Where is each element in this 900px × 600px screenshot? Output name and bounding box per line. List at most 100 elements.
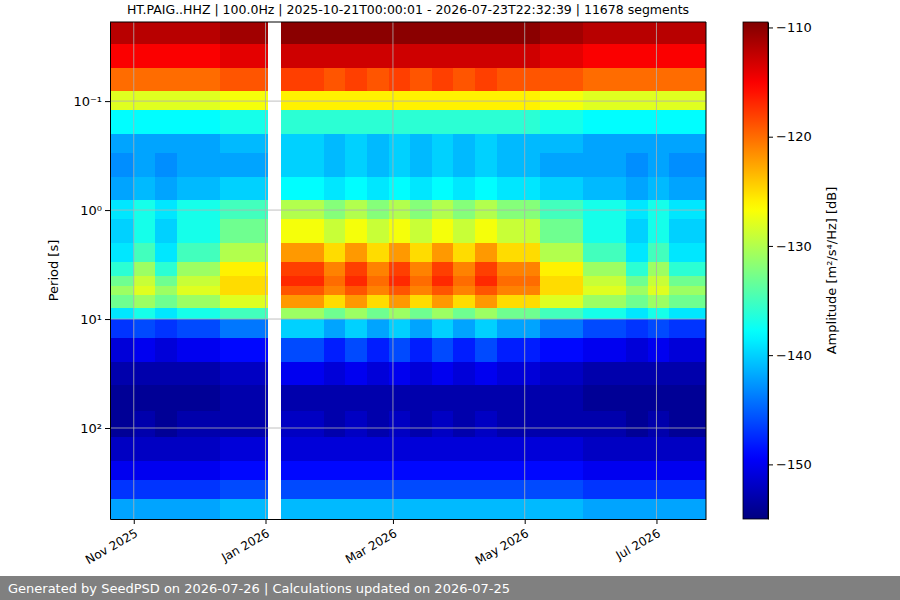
heatmap-cell bbox=[242, 219, 268, 244]
heatmap-cell bbox=[220, 437, 242, 462]
heatmap-cell bbox=[302, 134, 324, 154]
heatmap-cell bbox=[648, 243, 670, 263]
heatmap-cell bbox=[410, 411, 432, 437]
heatmap-cell bbox=[345, 110, 367, 135]
heatmap-cell bbox=[669, 262, 691, 276]
heatmap-cell bbox=[669, 461, 691, 481]
heatmap-cell bbox=[518, 295, 540, 309]
heatmap-cell bbox=[155, 44, 177, 69]
heatmap-cell bbox=[155, 319, 177, 339]
heatmap-cell bbox=[324, 44, 346, 69]
heatmap-cell bbox=[367, 110, 389, 135]
colorbar-tick-mark bbox=[768, 27, 773, 28]
heatmap-cell bbox=[540, 295, 562, 309]
heatmap-cell bbox=[605, 286, 627, 295]
heatmap-cell bbox=[626, 338, 648, 363]
heatmap-cell bbox=[410, 461, 432, 481]
heatmap-cell bbox=[669, 362, 691, 385]
heatmap-cell bbox=[302, 385, 324, 412]
grid-line-x bbox=[392, 22, 393, 519]
heatmap-cell bbox=[389, 499, 411, 519]
heatmap-cell bbox=[410, 219, 432, 244]
heatmap-cell bbox=[302, 262, 324, 276]
heatmap-cell bbox=[691, 110, 706, 135]
heatmap-cell bbox=[561, 243, 583, 263]
heatmap-cell bbox=[367, 295, 389, 309]
heatmap-cell bbox=[475, 200, 497, 220]
heatmap-cell bbox=[475, 68, 497, 91]
colorbar-tick-label: −140 bbox=[776, 348, 812, 363]
heatmap-cell bbox=[110, 480, 134, 500]
heatmap-cell bbox=[345, 338, 367, 363]
heatmap-cell bbox=[605, 437, 627, 462]
y-axis-line bbox=[110, 23, 111, 520]
heatmap-cell bbox=[669, 480, 691, 500]
heatmap-cell bbox=[648, 499, 670, 519]
heatmap-cell bbox=[324, 411, 346, 437]
heatmap-cell bbox=[626, 200, 648, 220]
heatmap-cell bbox=[583, 153, 605, 178]
heatmap-cell bbox=[220, 411, 242, 437]
heatmap-cell bbox=[367, 91, 389, 111]
heatmap-cell bbox=[281, 110, 303, 135]
heatmap-cell bbox=[583, 286, 605, 295]
heatmap-cell bbox=[134, 153, 156, 178]
heatmap-cell bbox=[367, 134, 389, 154]
heatmap-cell bbox=[281, 362, 303, 385]
heatmap-cell bbox=[497, 243, 519, 263]
heatmap-cell bbox=[583, 362, 605, 385]
heatmap-cell bbox=[561, 91, 583, 111]
heatmap-cell bbox=[345, 411, 367, 437]
heatmap-cell bbox=[281, 319, 303, 339]
heatmap-cell bbox=[497, 200, 519, 220]
heatmap-cell bbox=[453, 262, 475, 276]
heatmap-cell bbox=[134, 461, 156, 481]
heatmap-cell bbox=[453, 243, 475, 263]
grid-line-y bbox=[110, 428, 706, 429]
heatmap-cell bbox=[134, 319, 156, 339]
heatmap-cell bbox=[453, 295, 475, 309]
heatmap-cell bbox=[518, 461, 540, 481]
heatmap-cell bbox=[281, 437, 303, 462]
heatmap-cell bbox=[220, 295, 242, 309]
y-tick-label: 10¹ bbox=[80, 312, 102, 327]
heatmap-cell bbox=[518, 276, 540, 287]
heatmap-cell bbox=[453, 480, 475, 500]
heatmap-cell bbox=[177, 22, 199, 45]
heatmap-cell bbox=[410, 286, 432, 295]
heatmap-cell bbox=[410, 319, 432, 339]
heatmap-cell bbox=[540, 91, 562, 111]
heatmap-cell bbox=[410, 44, 432, 69]
heatmap-cell bbox=[199, 200, 221, 220]
heatmap-cell bbox=[497, 134, 519, 154]
heatmap-cell bbox=[540, 461, 562, 481]
heatmap-cell bbox=[134, 177, 156, 200]
heatmap-cell bbox=[220, 243, 242, 263]
heatmap-cell bbox=[410, 276, 432, 287]
heatmap-cell bbox=[475, 177, 497, 200]
heatmap-cell bbox=[453, 437, 475, 462]
heatmap-cell bbox=[626, 362, 648, 385]
heatmap-cell bbox=[281, 286, 303, 295]
heatmap-cell bbox=[561, 480, 583, 500]
heatmap-cell bbox=[453, 177, 475, 200]
heatmap-cell bbox=[155, 308, 177, 319]
heatmap-cell bbox=[648, 295, 670, 309]
heatmap-cell bbox=[110, 276, 134, 287]
heatmap-cell bbox=[345, 200, 367, 220]
heatmap-cell bbox=[281, 134, 303, 154]
heatmap-cell bbox=[410, 362, 432, 385]
heatmap-cell bbox=[691, 68, 706, 91]
heatmap-cell bbox=[605, 319, 627, 339]
colorbar-tick-label: −130 bbox=[776, 239, 812, 254]
heatmap-cell bbox=[648, 385, 670, 412]
heatmap-cell bbox=[626, 276, 648, 287]
heatmap-cell bbox=[367, 177, 389, 200]
heatmap-cell bbox=[324, 308, 346, 319]
heatmap-cell bbox=[518, 177, 540, 200]
heatmap-cell bbox=[302, 411, 324, 437]
heatmap-cell bbox=[220, 22, 242, 45]
heatmap-cell bbox=[432, 177, 454, 200]
heatmap-cell bbox=[605, 499, 627, 519]
heatmap-cell bbox=[324, 91, 346, 111]
